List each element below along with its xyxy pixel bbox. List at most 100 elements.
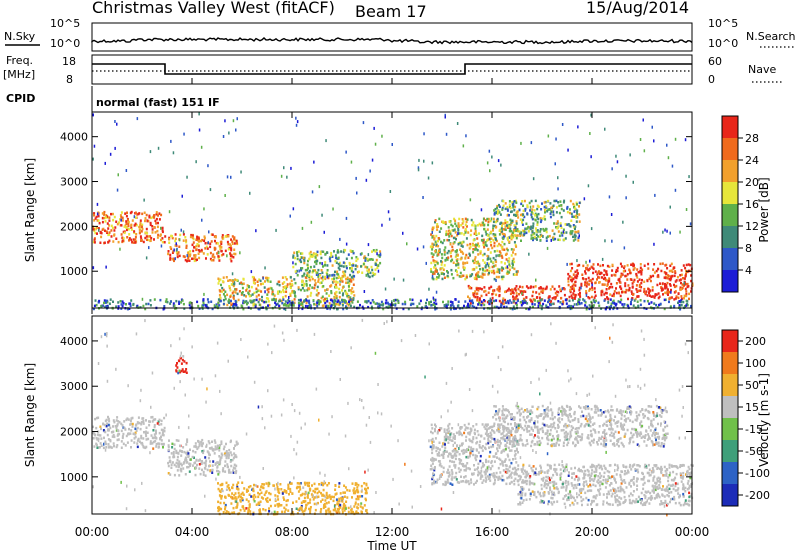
data-cell [219, 296, 222, 300]
data-cell [435, 277, 438, 281]
data-cell [431, 445, 434, 448]
data-cell [320, 276, 323, 280]
data-cell [187, 254, 190, 257]
data-cell [685, 304, 688, 307]
data-cell [463, 469, 466, 472]
data-cell [494, 479, 496, 482]
data-cell [395, 307, 398, 310]
data-cell [221, 236, 224, 239]
data-cell [101, 220, 104, 224]
data-cell [173, 455, 176, 459]
data-cell [283, 303, 286, 306]
data-cell [464, 475, 467, 478]
data-cell [230, 299, 232, 303]
data-cell [152, 436, 155, 440]
data-cell [456, 253, 459, 257]
data-cell [663, 307, 666, 311]
data-cell [514, 253, 517, 256]
data-cell [627, 297, 629, 301]
data-cell [276, 292, 279, 295]
data-cell [222, 298, 225, 302]
data-cell [486, 161, 489, 165]
data-cell [580, 282, 583, 286]
data-cell [581, 273, 584, 276]
data-cell [543, 201, 546, 204]
data-cell [508, 263, 511, 266]
data-cell [659, 302, 662, 306]
data-cell [467, 480, 470, 483]
data-cell [334, 254, 337, 257]
data-cell [474, 454, 477, 457]
data-cell [307, 491, 310, 495]
data-cell [504, 262, 506, 265]
data-cell [625, 174, 627, 178]
data-cell [531, 405, 534, 408]
data-cell [458, 430, 461, 433]
data-cell [502, 299, 504, 303]
data-cell [673, 285, 676, 289]
data-cell [341, 304, 344, 307]
data-cell [514, 205, 517, 209]
data-cell [633, 278, 636, 282]
data-cell [655, 303, 658, 307]
data-cell [436, 478, 439, 481]
data-cell [487, 439, 490, 443]
data-cell [434, 423, 436, 426]
data-cell [92, 228, 95, 231]
data-cell [109, 445, 112, 449]
data-cell [513, 307, 516, 310]
data-cell [108, 224, 111, 227]
data-cell [309, 304, 312, 307]
data-cell [217, 282, 220, 285]
data-cell [367, 305, 370, 309]
data-cell [680, 304, 683, 307]
data-cell [422, 196, 424, 199]
data-cell [201, 307, 204, 310]
data-cell [453, 454, 456, 457]
data-cell [632, 293, 634, 296]
data-cell [537, 304, 539, 308]
data-cell [104, 430, 107, 434]
data-cell [331, 264, 334, 267]
data-cell [189, 250, 192, 253]
data-cell [518, 230, 521, 233]
data-cell [105, 305, 108, 308]
data-cell [245, 498, 248, 501]
data-cell [572, 224, 575, 227]
data-cell [656, 306, 659, 309]
data-cell [326, 269, 329, 272]
data-cell [217, 255, 220, 258]
data-cell [472, 292, 475, 295]
data-cell [162, 446, 164, 449]
data-cell [134, 211, 137, 214]
data-cell [189, 448, 191, 451]
data-cell [523, 428, 526, 432]
data-cell [301, 510, 304, 513]
data-cell [290, 279, 293, 283]
data-cell [439, 427, 442, 430]
data-cell [512, 248, 515, 251]
data-cell [98, 221, 101, 225]
data-cell [278, 502, 281, 506]
data-cell [292, 256, 295, 259]
data-cell [682, 277, 684, 280]
data-cell [171, 258, 174, 261]
data-cell [571, 287, 574, 291]
data-cell [124, 212, 127, 215]
data-cell [487, 248, 490, 251]
data-cell [285, 490, 288, 493]
data-cell [233, 494, 236, 497]
data-cell [251, 293, 254, 296]
data-cell [446, 238, 449, 242]
data-cell [222, 467, 225, 470]
data-cell [338, 261, 341, 265]
data-cell [476, 224, 479, 227]
data-cell [404, 302, 407, 306]
data-cell [255, 295, 258, 298]
data-cell [148, 216, 151, 219]
data-cell [107, 241, 110, 244]
data-cell [312, 269, 315, 273]
cpid-label: CPID [6, 92, 35, 105]
data-cell [467, 231, 470, 234]
data-cell [555, 199, 558, 203]
